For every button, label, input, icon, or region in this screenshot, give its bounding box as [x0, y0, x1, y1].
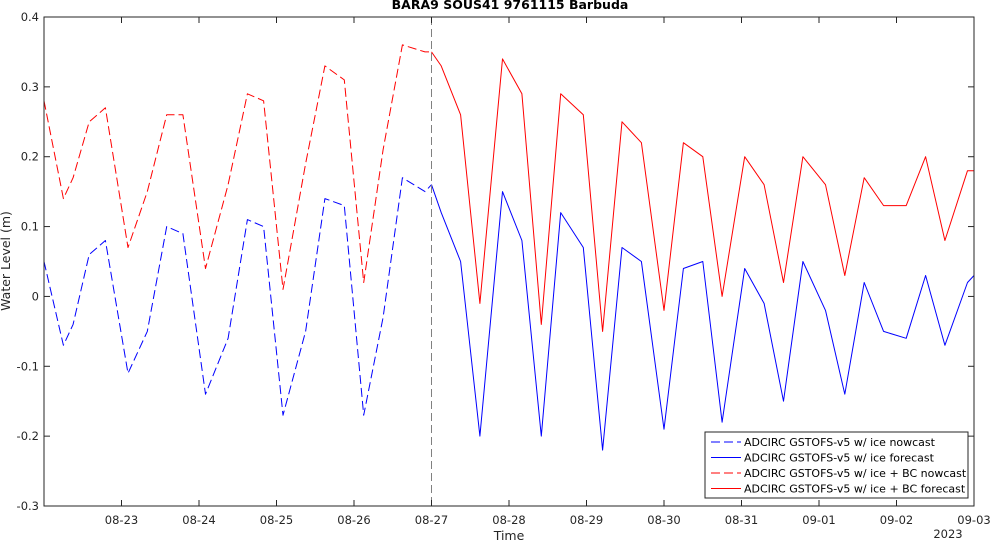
y-tick-label: 0 — [32, 289, 39, 303]
x-tick-label: 08-23 — [105, 513, 138, 527]
plot-area: -0.3 -0.2 -0.1 0 0.1 0.2 0.3 0.4 08-23 08-24 08-25… — [17, 10, 991, 527]
y-axis-label: Water Level (m) — [0, 211, 13, 311]
series-line-4 — [431, 51, 974, 332]
x-tick-label: 09-01 — [802, 513, 835, 527]
x-tick-label: 08-27 — [415, 513, 448, 527]
x-axis-label: Time — [493, 528, 525, 541]
x-tick-label: 08-26 — [337, 513, 370, 527]
x-tick-label: 08-28 — [492, 513, 525, 527]
chart-title: BARA9 SOUS41 9761115 Barbuda — [392, 0, 629, 12]
series-line-3 — [43, 44, 432, 290]
legend-label: ADCIRC GSTOFS-v5 w/ ice + BC forecast — [744, 483, 966, 496]
legend-box — [704, 431, 969, 499]
x-tick-label: 08-29 — [570, 513, 603, 527]
x-tick-label: 09-03 — [957, 513, 990, 527]
x-tick-label: 08-31 — [725, 513, 758, 527]
y-tick-label: 0.3 — [21, 80, 39, 94]
x-tick-label: 08-25 — [260, 513, 293, 527]
y-tick-label: -0.2 — [17, 429, 39, 443]
legend-label: ADCIRC GSTOFS-v5 w/ ice nowcast — [744, 436, 936, 449]
y-tick-label: -0.1 — [17, 359, 39, 373]
series-line-2 — [431, 184, 975, 451]
x-axis-year-label: 2023 — [933, 527, 962, 541]
y-tick-label: 0.1 — [21, 220, 39, 234]
y-tick-label: 0.4 — [21, 10, 39, 24]
y-tick-label: -0.3 — [17, 499, 39, 513]
legend-label: ADCIRC GSTOFS-v5 w/ ice forecast — [744, 452, 935, 465]
legend-label: ADCIRC GSTOFS-v5 w/ ice + BC nowcast — [744, 467, 967, 480]
x-tick-label: 08-24 — [182, 513, 215, 527]
y-tick-label: 0.2 — [21, 150, 39, 164]
x-tick-label: 08-30 — [647, 513, 680, 527]
x-tick-label: 09-02 — [880, 513, 913, 527]
